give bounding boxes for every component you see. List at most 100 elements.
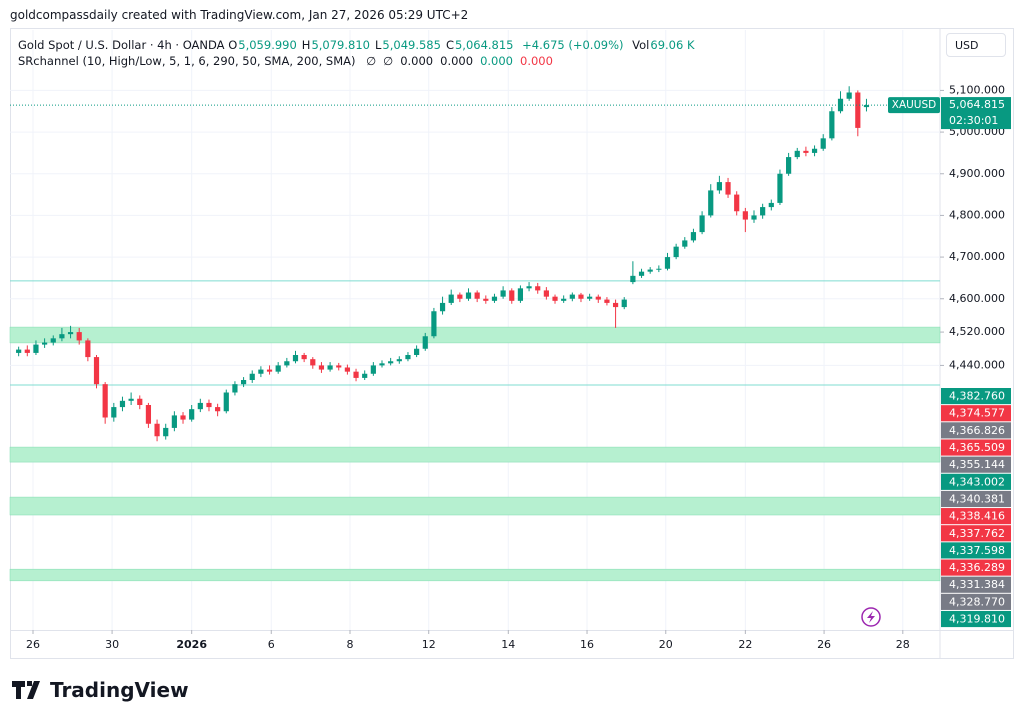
sr-label-box	[941, 508, 1011, 525]
candle-body	[457, 294, 463, 299]
alert-icon[interactable]	[861, 607, 881, 627]
volume-value: 69.06 K	[650, 38, 695, 52]
candle-body	[863, 105, 870, 108]
candle-body	[50, 338, 56, 343]
y-tick-label: 4,520.000	[949, 325, 1005, 338]
candle-body	[561, 298, 567, 301]
ohlc-key: C	[445, 38, 454, 52]
candle-body	[206, 402, 212, 408]
candle-body	[362, 373, 368, 378]
candle-body	[569, 294, 575, 299]
sr-zones	[9, 280, 941, 582]
candle-body	[725, 182, 731, 195]
candle-body	[301, 355, 307, 360]
brand-logo	[12, 681, 40, 699]
candle-body	[102, 384, 108, 418]
candle-body	[42, 342, 48, 345]
candle-body	[742, 211, 748, 220]
chart-frame	[10, 28, 1014, 659]
candle-body	[587, 296, 593, 299]
candle-body	[232, 384, 238, 393]
brand-name: TradingView	[50, 678, 189, 702]
candle-body	[414, 348, 420, 355]
candle-body	[318, 365, 325, 370]
sr-label: 4,343.002	[949, 475, 1005, 488]
candle-body	[111, 407, 117, 418]
sr-zone	[9, 446, 941, 463]
candle-body	[85, 340, 91, 358]
x-tick-label: 14	[501, 638, 515, 651]
last-price-box	[941, 97, 1011, 130]
candle-body	[803, 150, 809, 153]
sr-label-box	[941, 456, 1011, 473]
candle-body	[137, 398, 143, 405]
x-tick-label: 16	[580, 638, 594, 651]
candle-body	[16, 349, 22, 353]
candle-body	[353, 371, 359, 378]
last-price-label: 5,064.815	[949, 98, 1005, 111]
sr-label-box	[941, 473, 1011, 490]
symbol-tag	[888, 97, 940, 114]
ohlc-value: 5,059.990	[238, 38, 297, 52]
candle-body	[76, 332, 82, 341]
sr-label-box	[941, 388, 1011, 405]
x-tick-label: 28	[896, 638, 910, 651]
sr-label-box	[941, 490, 1011, 508]
ohlc-value: 5,079.810	[311, 38, 370, 52]
candle-body	[119, 400, 126, 408]
volume-key: Vol	[632, 38, 650, 52]
candle-body	[223, 392, 229, 412]
candle-body	[604, 299, 610, 303]
candle-body	[777, 173, 783, 203]
sr-label-box	[941, 525, 1011, 542]
ohlc-key: L	[374, 38, 382, 52]
candle-body	[154, 423, 160, 437]
change: +4.675 (+0.09%)	[522, 38, 624, 52]
sr-label: 4,366.826	[949, 424, 1005, 437]
indicator-line: SRchannel (10, High/Low, 5, 1, 6, 290, 5…	[18, 53, 700, 69]
x-tick-label: 26	[26, 638, 40, 651]
candle-body	[483, 298, 489, 301]
candle-body	[673, 246, 679, 258]
ohlc-key: O	[228, 38, 238, 52]
candle-body	[535, 286, 541, 291]
candle-body	[811, 148, 818, 153]
axes: 5,100.0005,000.0004,900.0004,800.0004,70…	[10, 83, 1011, 651]
indicator-value: ∅	[366, 54, 377, 68]
sr-label-box	[941, 439, 1011, 456]
candle-body	[526, 286, 532, 289]
indicator-value: 0.000	[520, 54, 553, 68]
candle-body	[59, 334, 65, 339]
sr-label-box	[941, 422, 1011, 439]
y-tick-label: 4,600.000	[949, 292, 1005, 305]
candle-body	[422, 336, 428, 349]
attribution: goldcompassdaily created with TradingVie…	[10, 8, 469, 22]
sr-label: 4,337.762	[949, 527, 1005, 540]
candle-body	[474, 292, 480, 299]
x-tick-label: 30	[105, 638, 119, 651]
sr-label: 4,336.289	[949, 561, 1005, 574]
candle-body	[249, 373, 255, 380]
candle-body	[837, 98, 844, 112]
candle-body	[855, 92, 861, 128]
x-tick-label: 20	[659, 638, 673, 651]
sr-label: 4,337.598	[949, 544, 1005, 557]
indicator-value: 0.000	[480, 54, 514, 68]
currency-button[interactable]: USD	[946, 33, 1006, 57]
candle-body	[612, 302, 619, 308]
candle-body	[33, 344, 39, 353]
candle-body	[197, 402, 203, 410]
x-tick-label: 2026	[176, 638, 207, 651]
x-tick-label: 26	[817, 638, 831, 651]
sr-label: 4,365.509	[949, 441, 1005, 454]
candle-body	[240, 380, 247, 385]
candle-body	[284, 361, 290, 366]
candle-body	[656, 268, 662, 270]
sr-label: 4,319.810	[949, 613, 1005, 626]
candle-body	[215, 407, 221, 412]
indicator-value: ∅	[383, 54, 394, 68]
candle-body	[543, 290, 549, 297]
symbol-line: Gold Spot / U.S. Dollar · 4h · OANDA O5,…	[18, 37, 700, 53]
candle-body	[180, 415, 186, 420]
